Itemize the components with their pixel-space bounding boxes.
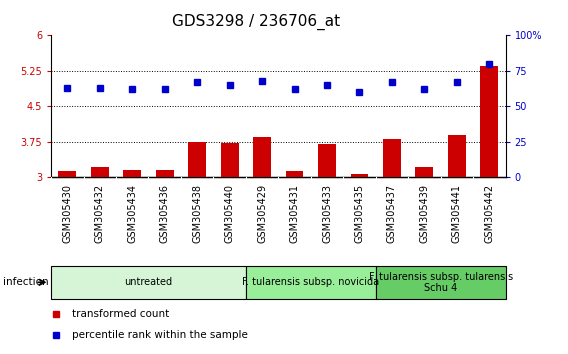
Bar xyxy=(448,135,466,319)
Bar xyxy=(123,170,141,319)
Text: GSM305440: GSM305440 xyxy=(224,184,235,243)
Text: GSM305435: GSM305435 xyxy=(354,184,365,243)
Bar xyxy=(91,167,108,319)
Bar xyxy=(375,266,506,299)
Bar xyxy=(318,144,336,319)
Text: GSM305442: GSM305442 xyxy=(485,184,494,243)
Text: percentile rank within the sample: percentile rank within the sample xyxy=(72,330,248,340)
Bar xyxy=(253,137,271,319)
Bar xyxy=(156,170,174,319)
Text: GSM305439: GSM305439 xyxy=(419,184,429,243)
Text: GSM305437: GSM305437 xyxy=(387,184,397,243)
Bar xyxy=(350,174,369,319)
Text: GSM305433: GSM305433 xyxy=(322,184,332,243)
Text: GSM305431: GSM305431 xyxy=(290,184,299,243)
Bar xyxy=(59,171,76,319)
Text: infection: infection xyxy=(3,277,48,287)
Bar xyxy=(383,139,401,319)
Text: GSM305438: GSM305438 xyxy=(192,184,202,243)
Text: GSM305436: GSM305436 xyxy=(160,184,170,243)
Text: F. tularensis subsp. tularensis
Schu 4: F. tularensis subsp. tularensis Schu 4 xyxy=(369,272,513,293)
Bar xyxy=(246,266,375,299)
Bar xyxy=(51,266,246,299)
Bar xyxy=(221,143,239,319)
Text: transformed count: transformed count xyxy=(72,309,169,319)
Bar xyxy=(286,171,303,319)
Bar xyxy=(481,66,498,319)
Text: GSM305432: GSM305432 xyxy=(95,184,105,243)
Text: GDS3298 / 236706_at: GDS3298 / 236706_at xyxy=(172,14,340,30)
Text: GSM305429: GSM305429 xyxy=(257,184,267,243)
Text: GSM305441: GSM305441 xyxy=(452,184,462,243)
Text: GSM305434: GSM305434 xyxy=(127,184,137,243)
Text: F. tularensis subsp. novicida: F. tularensis subsp. novicida xyxy=(242,277,379,287)
Bar xyxy=(188,142,206,319)
Text: GSM305430: GSM305430 xyxy=(62,184,72,243)
Bar xyxy=(415,167,433,319)
Text: untreated: untreated xyxy=(124,277,173,287)
